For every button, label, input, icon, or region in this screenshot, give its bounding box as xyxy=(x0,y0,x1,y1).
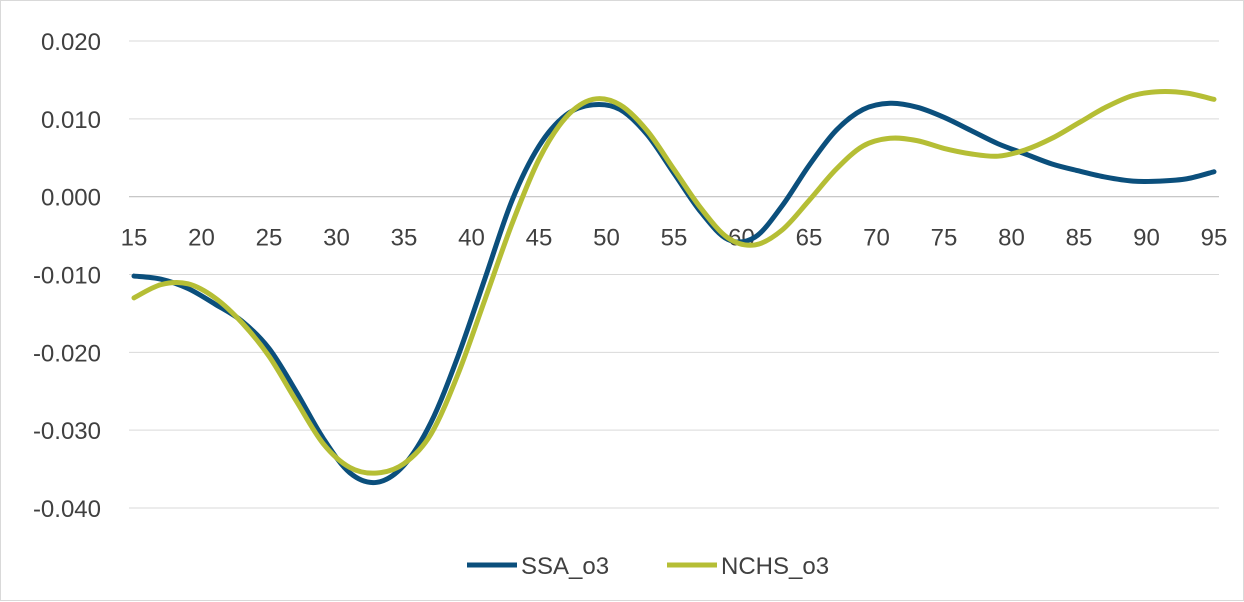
legend-label-ssa-o3: SSA_o3 xyxy=(521,553,609,580)
x-tick-labels: 15 20 25 30 35 40 45 50 55 60 65 70 75 80 85 90 95 xyxy=(121,225,1228,252)
x-tick-label-4: 35 xyxy=(391,225,418,252)
x-tick-label-10: 65 xyxy=(796,225,823,252)
series-line-ssa-o3 xyxy=(131,100,1217,486)
y-tick-label-6: 0.020 xyxy=(41,29,101,56)
x-tick-label-0: 15 xyxy=(121,225,148,252)
y-tick-labels: -0.040 -0.030 -0.020 -0.010 0.000 0.010 0.020 xyxy=(33,29,101,523)
x-tick-label-1: 20 xyxy=(188,225,215,252)
x-tick-label-14: 85 xyxy=(1066,225,1093,252)
x-tick-label-2: 25 xyxy=(256,225,283,252)
gridlines xyxy=(129,40,1219,509)
x-tick-label-8: 55 xyxy=(661,225,688,252)
x-tick-label-3: 30 xyxy=(323,225,350,252)
x-tick-label-6: 45 xyxy=(526,225,553,252)
x-tick-label-11: 70 xyxy=(863,225,890,252)
x-tick-label-12: 75 xyxy=(931,225,958,252)
x-tick-label-5: 40 xyxy=(458,225,485,252)
x-tick-label-7: 50 xyxy=(593,225,620,252)
y-tick-label-3: -0.010 xyxy=(33,263,101,290)
x-tick-label-15: 90 xyxy=(1133,225,1160,252)
y-tick-label-4: 0.000 xyxy=(41,185,101,212)
x-tick-label-16: 95 xyxy=(1201,225,1228,252)
y-tick-label-1: -0.030 xyxy=(33,418,101,445)
x-tick-label-13: 80 xyxy=(998,225,1025,252)
series-lines xyxy=(131,88,1217,486)
y-tick-label-5: 0.010 xyxy=(41,107,101,134)
y-tick-label-2: -0.020 xyxy=(33,340,101,367)
y-tick-label-0: -0.040 xyxy=(33,496,101,523)
legend-label-nchs-o3: NCHS_o3 xyxy=(721,553,829,580)
series-line-nchs-o3 xyxy=(131,88,1217,476)
legend: SSA_o3 NCHS_o3 xyxy=(467,553,829,580)
